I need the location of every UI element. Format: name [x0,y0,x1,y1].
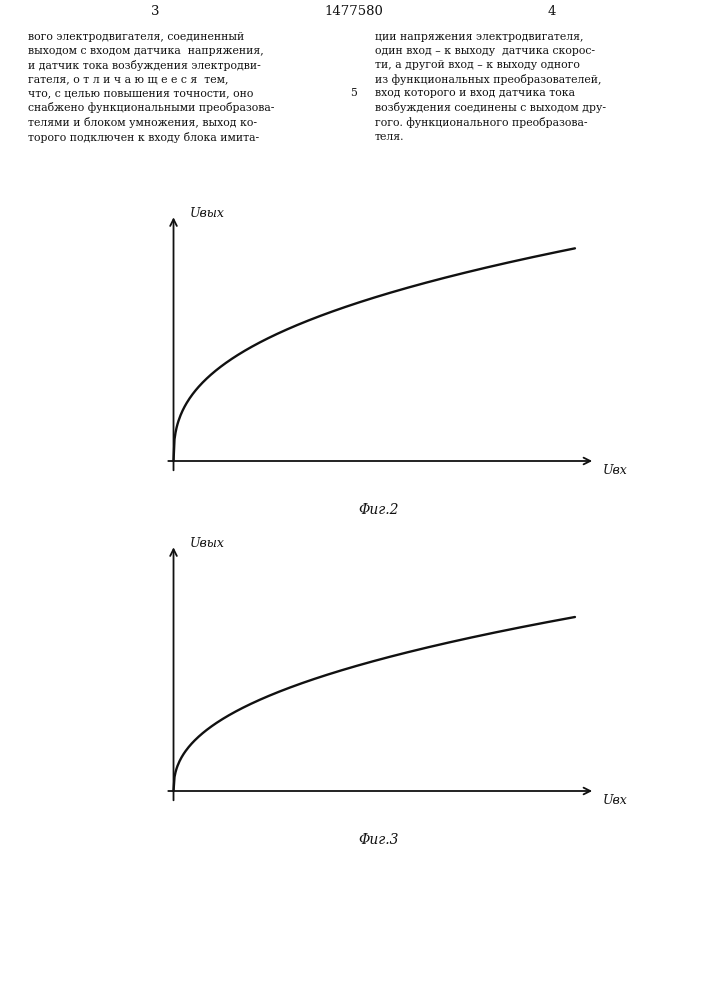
Text: Uвх: Uвх [603,464,628,477]
Text: Uвх: Uвх [603,794,628,807]
Text: Uвых: Uвых [189,537,224,550]
Text: 4: 4 [547,5,556,18]
Text: 1477580: 1477580 [324,5,383,18]
Text: Uвых: Uвых [189,207,224,220]
Text: 5: 5 [350,88,357,98]
Text: ции напряжения электродвигателя,
один вход – к выходу  датчика скорос-
ти, а дру: ции напряжения электродвигателя, один вх… [375,32,606,142]
Text: Φиг.3: Φиг.3 [358,833,399,847]
Text: 3: 3 [151,5,160,18]
Text: вого электродвигателя, соединенный
выходом с входом датчика  напряжения,
и датчи: вого электродвигателя, соединенный выход… [28,32,274,143]
Text: Φиг.2: Φиг.2 [358,503,399,517]
